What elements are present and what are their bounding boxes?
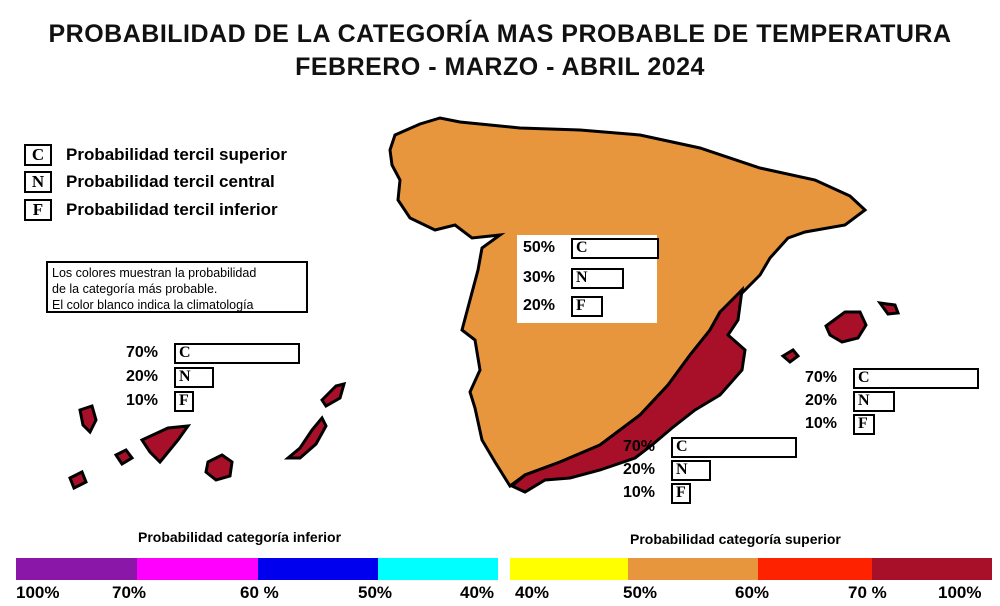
note-line-1: Los colores muestran la probabilidad (52, 266, 257, 280)
scale-inferior-seg-1 (16, 558, 137, 580)
map-subtitle: FEBRERO - MARZO - ABRIL 2024 (295, 53, 705, 81)
bar-f-canarias: F (174, 390, 194, 412)
scale-superior-label-5: 100% (938, 583, 982, 602)
climatology-note: Los colores muestran la probabilidad de … (46, 261, 308, 313)
el-hierro-island (68, 469, 88, 491)
scale-superior-seg-4 (872, 558, 992, 580)
legend-label-inferior: Probabilidad tercil inferior (66, 200, 278, 219)
pct-f-baleares: 10% (805, 415, 838, 432)
legend-row-superior: C Probabilidad tercil superior (24, 143, 287, 167)
map-title: PROBABILIDAD DE LA CATEGORÍA MAS PROBABL… (48, 20, 952, 48)
scale-inferior-label-1: 100% (16, 583, 60, 602)
scale-inferior-seg-3 (258, 558, 378, 580)
pct-c-baleares: 70% (805, 369, 838, 386)
legend-row-inferior: F Probabilidad tercil inferior (24, 198, 278, 222)
scale-superior-seg-1 (510, 558, 628, 580)
scale-inferior-label-3: 60 % (240, 583, 279, 602)
bar-n-sureste: N (671, 459, 711, 481)
scale-inferior-bar (16, 558, 498, 580)
bar-c-canarias: C (174, 342, 300, 364)
bar-c-sureste: C (671, 436, 797, 458)
bar-f-peninsula: F (571, 295, 603, 317)
scale-superior-seg-3 (758, 558, 872, 580)
bar-n-peninsula: N (571, 267, 624, 289)
sureste-region (509, 285, 747, 494)
legend-box-c: C (24, 144, 52, 166)
scale-superior-bar (510, 558, 992, 580)
pct-n-canarias: 20% (126, 368, 159, 385)
scale-superior-label-3: 60% (735, 583, 770, 602)
scale-inferior-label-5: 40% (460, 583, 495, 602)
scale-inferior-label-4: 50% (358, 583, 393, 602)
legend-row-central: N Probabilidad tercil central (24, 170, 275, 194)
pct-f-sureste: 10% (623, 484, 656, 501)
legend-box-f: F (24, 199, 52, 221)
probset-peninsula: 50% C 30% N 20% F (517, 235, 659, 323)
scale-superior-title: Probabilidad categoría superior (630, 531, 841, 547)
scale-inferior-title: Probabilidad categoría inferior (138, 529, 342, 545)
lanzarote-island (320, 381, 347, 408)
pct-c-peninsula: 50% (523, 239, 556, 256)
pct-c-canarias: 70% (126, 344, 159, 361)
pct-n-baleares: 20% (805, 392, 838, 409)
scale-inferior-seg-2 (137, 558, 258, 580)
menorca-island (876, 301, 901, 316)
la-palma-island (78, 404, 98, 435)
pct-n-sureste: 20% (623, 461, 656, 478)
la-gomera-island (113, 448, 135, 467)
mallorca-island (824, 310, 868, 344)
pct-f-peninsula: 20% (523, 297, 556, 314)
pct-c-sureste: 70% (623, 438, 656, 455)
pct-f-canarias: 10% (126, 392, 159, 409)
scale-superior-seg-2 (628, 558, 758, 580)
legend-label-central: Probabilidad tercil central (66, 172, 275, 191)
legend-box-n: N (24, 171, 52, 193)
legend-label-superior: Probabilidad tercil superior (66, 145, 288, 164)
ibiza-island (780, 348, 801, 364)
bar-f-baleares: F (853, 413, 875, 435)
bar-f-sureste: F (671, 482, 691, 504)
scale-inferior-label-2: 70% (112, 583, 147, 602)
scale-inferior-seg-4 (378, 558, 498, 580)
scale-superior-label-4: 70 % (848, 583, 887, 602)
pct-n-peninsula: 30% (523, 269, 556, 286)
note-line-2: de la categoría más probable. (52, 282, 218, 296)
tenerife-island (139, 424, 192, 465)
scale-superior-label-1: 40% (515, 583, 550, 602)
bar-n-baleares: N (853, 390, 895, 412)
bar-n-canarias: N (174, 366, 214, 388)
bar-c-peninsula: C (571, 237, 659, 259)
scale-superior-label-2: 50% (623, 583, 658, 602)
fuerteventura-island (283, 415, 328, 460)
bar-c-baleares: C (853, 367, 979, 389)
gran-canaria-island (204, 453, 234, 482)
note-line-3: El color blanco indica la climatología (52, 298, 254, 312)
